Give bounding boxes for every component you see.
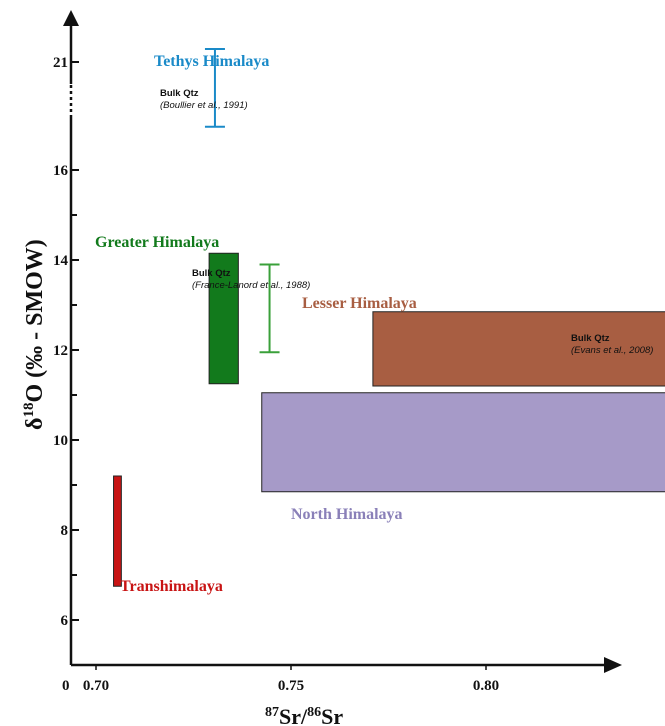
- region-label-trans: Transhimalaya: [120, 578, 223, 595]
- bulk-qtz-group: [204, 48, 280, 354]
- y-tick-label: 10: [53, 433, 68, 449]
- x-tick-label: 0.80: [473, 678, 499, 694]
- bulk-qtz-citation-greater: (France-Lanord et al., 1988): [192, 280, 310, 291]
- y-tick-label: 6: [61, 613, 69, 629]
- y-tick-group: 6 8 10 12 14 16 21: [53, 55, 79, 629]
- region-label-lesser: Lesser Himalaya: [302, 295, 417, 312]
- y-tick-label: 14: [53, 253, 69, 269]
- x-axis-title: 87Sr/86Sr: [265, 704, 343, 726]
- region-label-north: North Himalaya: [291, 506, 403, 523]
- y-axis-arrowhead: [63, 10, 79, 26]
- bulk-qtz-citation-lesser: (Evans et al., 2008): [571, 345, 653, 356]
- bulk-qtz-range: [259, 263, 280, 354]
- y-tick-label: 12: [53, 343, 68, 359]
- y-tick-label: 21: [53, 55, 68, 71]
- bulk-qtz-range: [204, 48, 225, 128]
- bulk-qtz-label-tethys: Bulk Qtz: [160, 88, 199, 99]
- region-label-tethys: Tethys Himalaya: [154, 53, 269, 70]
- axes: [63, 10, 622, 673]
- x-tick-label: 0.75: [278, 678, 304, 694]
- origin-label: 0: [62, 678, 70, 694]
- x-axis-arrowhead: [604, 657, 622, 673]
- range-box-north-himalaya: [261, 392, 665, 493]
- x-tick-label: 0.70: [83, 678, 109, 694]
- y-tick-label: 16: [53, 163, 69, 179]
- range-box-lesser-himalaya: [372, 311, 665, 387]
- bulk-qtz-label-lesser: Bulk Qtz: [571, 333, 610, 344]
- x-tick-group: 0.700.750.800.850.90: [83, 665, 499, 694]
- y-axis-title: δ18O (‰ - SMOW): [21, 239, 48, 430]
- region-label-greater: Greater Himalaya: [95, 234, 219, 251]
- bulk-qtz-label-greater: Bulk Qtz: [192, 268, 231, 279]
- range-box-greater-himalaya: [208, 252, 239, 385]
- range-box-transhimalaya: [113, 475, 122, 587]
- bulk-qtz-citation-tethys: (Boullier et al., 1991): [160, 100, 248, 111]
- box-group: [113, 252, 665, 587]
- y-tick-label: 8: [61, 523, 69, 539]
